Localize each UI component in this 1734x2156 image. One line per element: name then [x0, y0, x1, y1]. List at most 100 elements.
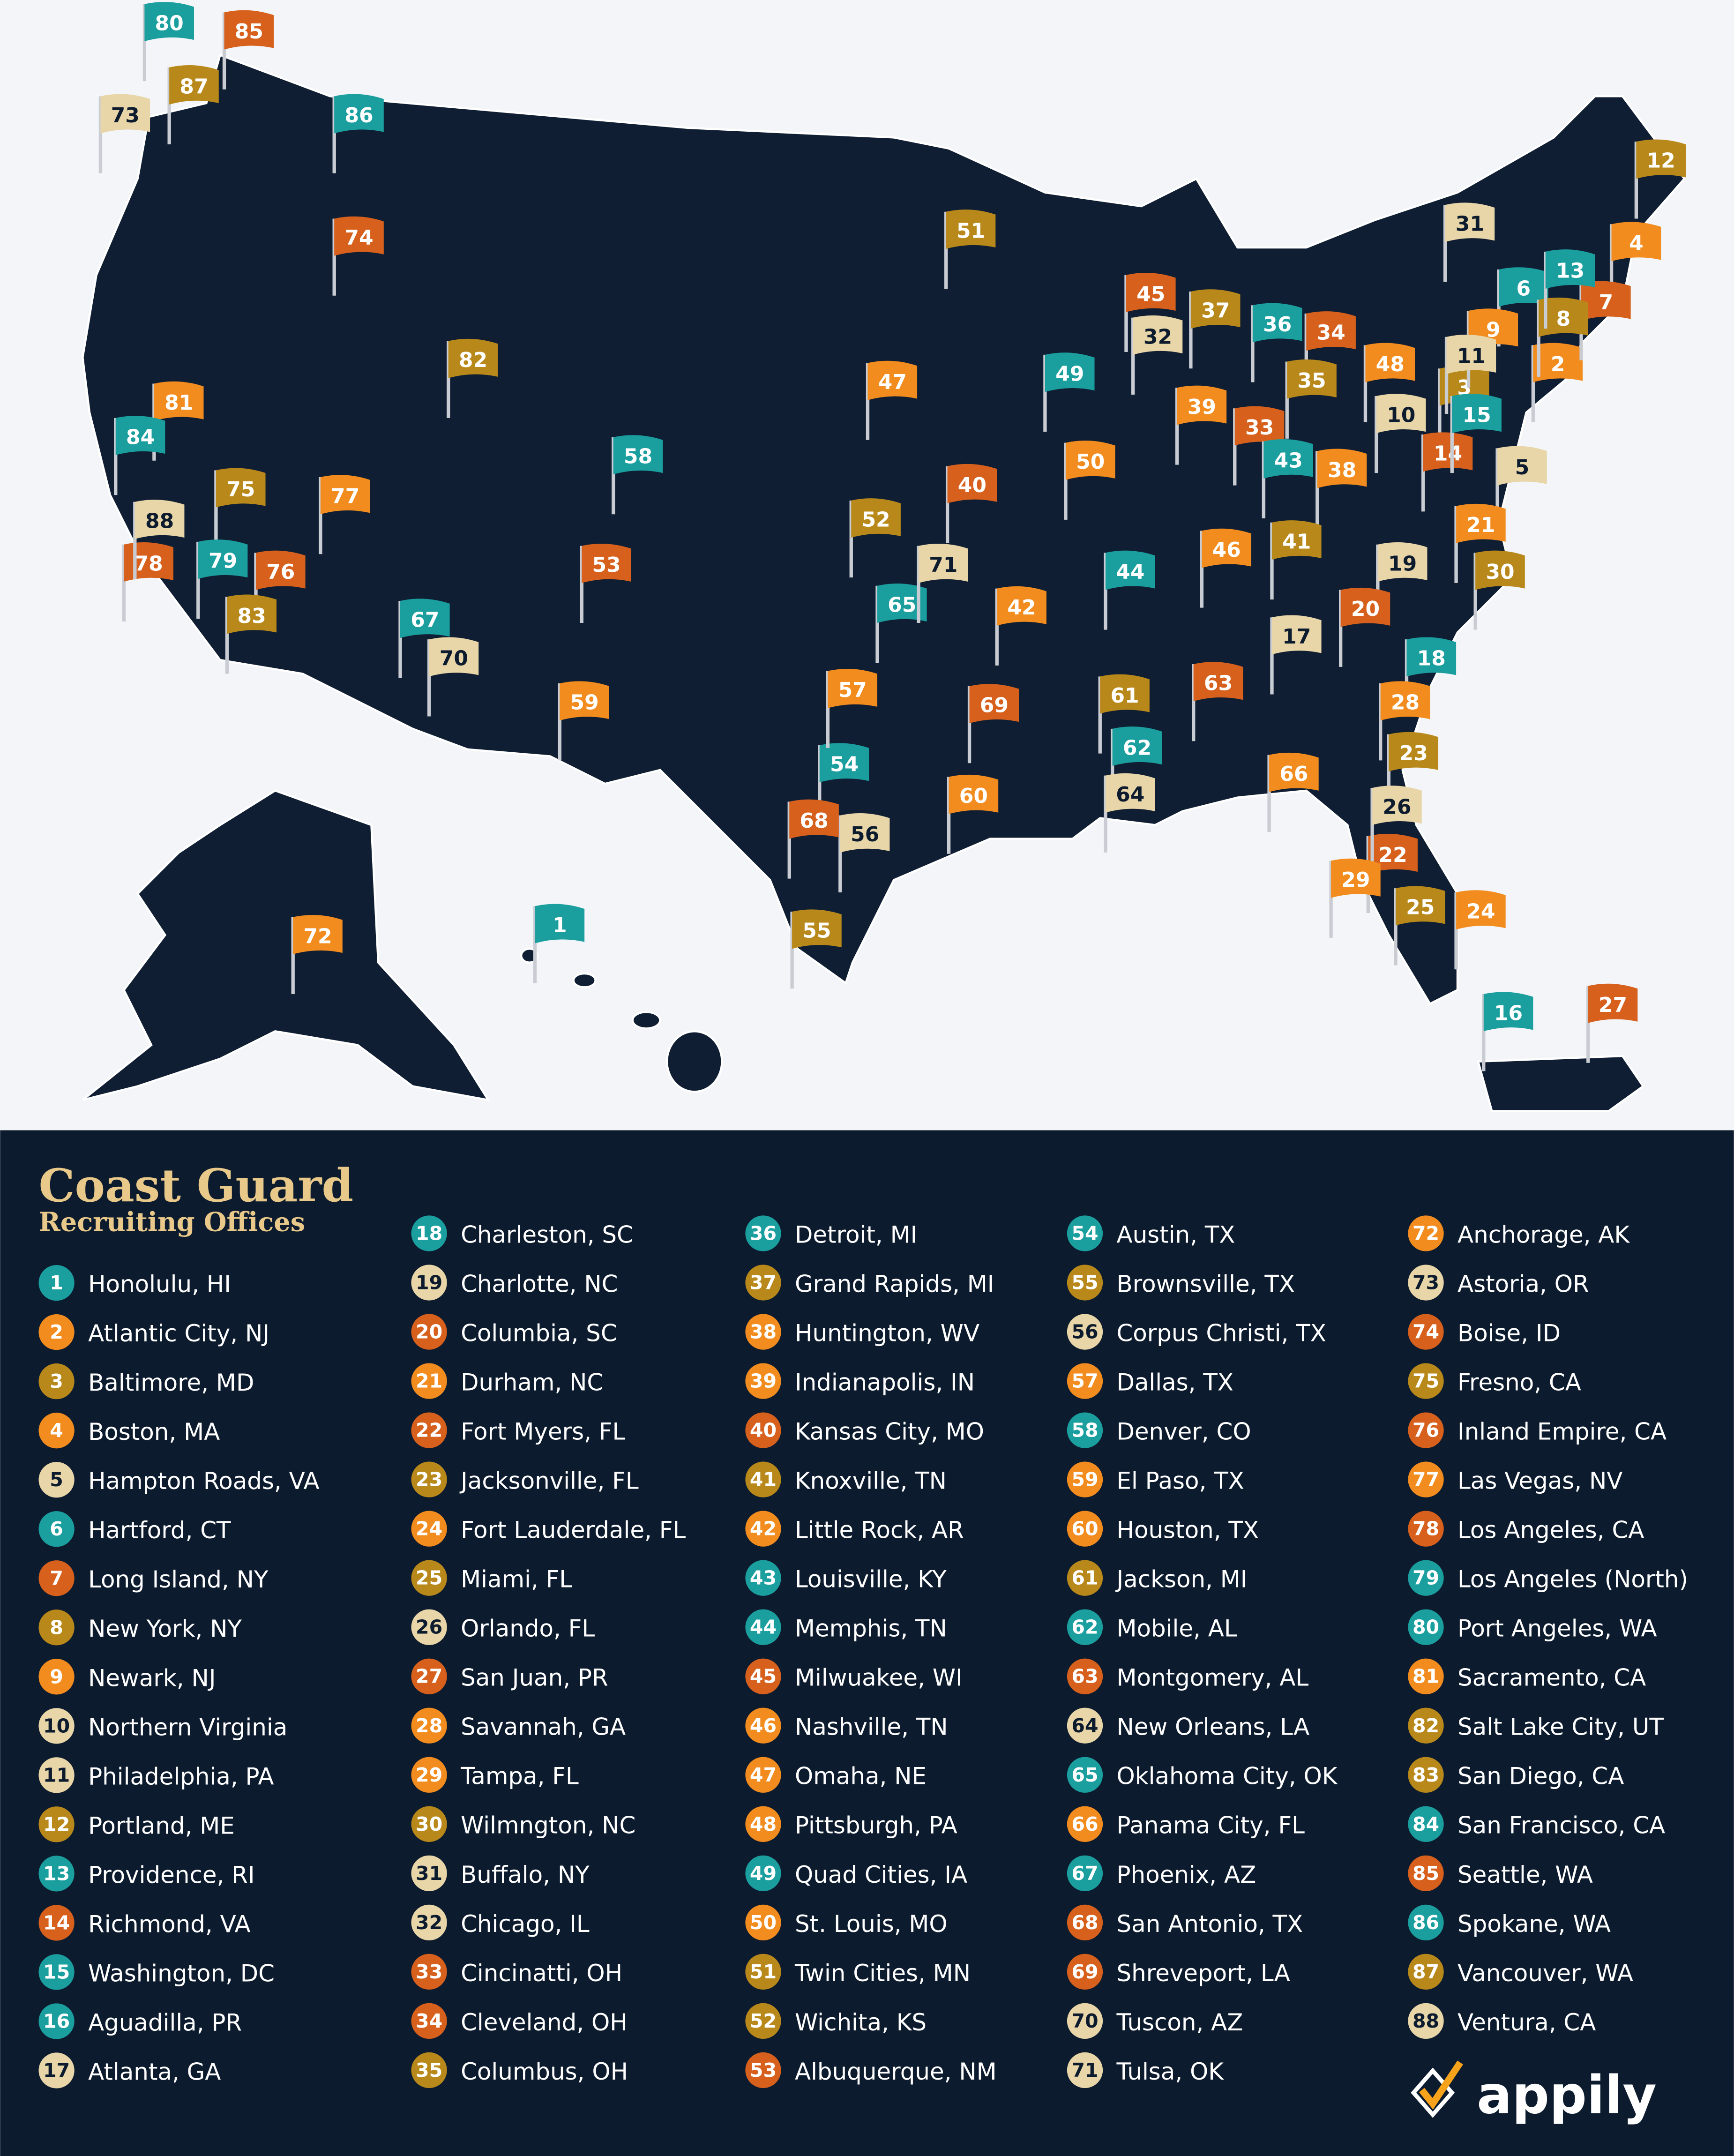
flag-number: 28 — [1391, 691, 1420, 715]
legend-badge — [745, 1412, 781, 1448]
legend-item: 58 Denver, CO — [1067, 1412, 1251, 1448]
legend-item: 43 Louisville, KY — [745, 1560, 947, 1596]
legend-badge — [411, 1954, 447, 1990]
legend-badge — [1067, 1560, 1103, 1596]
flag-number: 40 — [958, 473, 987, 497]
legend-name: Jacksonville, FL — [459, 1467, 639, 1495]
legend-number: 31 — [416, 1862, 442, 1885]
hawaii-big-island — [665, 1030, 723, 1093]
flag-number: 43 — [1274, 449, 1303, 472]
legend-badge — [1067, 1265, 1103, 1301]
legend-name: Detroit, MI — [795, 1221, 917, 1248]
flag-number: 64 — [1116, 783, 1144, 807]
legend-item: 8 New York, NY — [38, 1610, 242, 1646]
legend-name: Washington, DC — [88, 1960, 275, 1987]
flag: 45 — [1124, 273, 1176, 352]
flag: 30 — [1473, 550, 1525, 630]
legend-number: 44 — [750, 1616, 777, 1639]
legend-number: 24 — [416, 1518, 442, 1540]
legend-item: 59 El Paso, TX — [1067, 1461, 1244, 1497]
flag: 58 — [612, 435, 663, 515]
legend-number: 87 — [1413, 1961, 1439, 1983]
legend-number: 37 — [750, 1272, 777, 1294]
legend-badge — [745, 1954, 781, 1990]
flag-cloth — [582, 543, 631, 583]
legend-badge — [1408, 1609, 1444, 1645]
flag-cloth — [867, 360, 918, 400]
legend-number: 81 — [1413, 1665, 1439, 1688]
legend-name: Las Vegas, NV — [1457, 1467, 1622, 1495]
legend-badge — [411, 2003, 447, 2039]
flag: 25 — [1394, 886, 1445, 966]
legend-number: 10 — [43, 1714, 70, 1737]
legend-badge — [1067, 1461, 1103, 1497]
legend-item: 3 Baltimore, MD — [38, 1363, 254, 1400]
flag-cloth — [154, 381, 204, 421]
flag-number: 30 — [1486, 560, 1514, 584]
legend-item: 18 Charleston, SC — [411, 1215, 633, 1251]
legend-name: Oklahoma City, OK — [1116, 1763, 1338, 1790]
legend-badge — [38, 1560, 75, 1596]
flag-cloth — [1445, 202, 1495, 242]
legend-badge — [1067, 1707, 1103, 1744]
legend-item: 70 Tuscon, AZ — [1067, 2003, 1243, 2039]
legend-badge — [1067, 1954, 1103, 1990]
flag: 1 — [533, 904, 585, 983]
flag-number: 31 — [1456, 212, 1484, 236]
legend-number: 28 — [416, 1714, 442, 1737]
flag-number: 29 — [1341, 868, 1370, 892]
flag: 42 — [995, 586, 1046, 666]
legend-badge — [411, 2052, 447, 2089]
legend-badge — [1067, 1511, 1103, 1547]
legend-item: 64 New Orleans, LA — [1067, 1707, 1309, 1744]
legend-number: 86 — [1413, 1911, 1439, 1934]
flag-cloth — [1588, 983, 1638, 1023]
legend-number: 82 — [1413, 1714, 1439, 1737]
legend-number: 39 — [750, 1370, 777, 1392]
flag: 28 — [1379, 681, 1430, 761]
title: Coast Guard — [38, 1159, 353, 1212]
legend-badge — [38, 1462, 75, 1498]
legend-badge — [38, 1806, 75, 1842]
legend-number: 21 — [416, 1370, 442, 1392]
legend-name: Indianapolis, IN — [795, 1369, 975, 1396]
legend-number: 15 — [43, 1961, 70, 1983]
legend-name: Buffalo, NY — [461, 1861, 590, 1888]
legend-name: San Diego, CA — [1457, 1763, 1624, 1790]
legend-name: Hampton Roads, VA — [88, 1467, 320, 1495]
legend-item: 60 Houston, TX — [1067, 1511, 1259, 1547]
hawaii-maui — [631, 1011, 661, 1030]
flag: 37 — [1189, 289, 1241, 369]
legend-item: 77 Las Vegas, NV — [1408, 1461, 1622, 1497]
legend-badge — [1067, 1658, 1103, 1694]
legend-item: 29 Tampa, FL — [411, 1757, 579, 1793]
flag: 39 — [1175, 385, 1227, 465]
legend-name: Pittsburgh, PA — [795, 1812, 957, 1839]
flag: 16 — [1482, 992, 1533, 1071]
flag-number: 35 — [1297, 369, 1326, 393]
flag: 11 — [1444, 335, 1496, 414]
legend-name: Twin Cities, MN — [794, 1960, 971, 1987]
legend-number: 20 — [416, 1321, 442, 1343]
legend-badge — [1408, 1412, 1444, 1448]
legend-item: 9 Newark, NJ — [38, 1659, 216, 1695]
legend-badge — [1067, 1855, 1103, 1891]
legend-item: 62 Mobile, AL — [1067, 1609, 1237, 1645]
flag-cloth — [613, 435, 663, 475]
flag: 8 — [1537, 297, 1588, 377]
legend-number: 56 — [1071, 1321, 1098, 1343]
legend-name: Astoria, OR — [1457, 1270, 1589, 1297]
puerto-rico — [1477, 1055, 1645, 1112]
flag: 61 — [1098, 674, 1150, 754]
legend-name: Tuscon, AZ — [1116, 2009, 1243, 2036]
legend-name: Savannah, GA — [461, 1714, 626, 1741]
flag-cloth — [840, 813, 890, 853]
legend-item: 11 Philadelphia, PA — [38, 1757, 274, 1793]
legend-item: 72 Anchorage, AK — [1408, 1215, 1630, 1251]
flag-cloth — [1406, 637, 1457, 677]
legend-badge — [1408, 1511, 1444, 1547]
legend-number: 58 — [1071, 1419, 1098, 1442]
flag: 84 — [114, 416, 165, 495]
legend-number: 16 — [43, 2010, 70, 2033]
